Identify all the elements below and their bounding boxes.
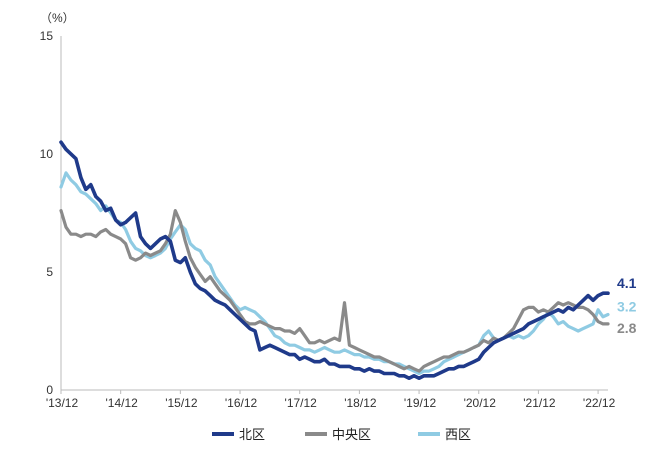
legend: 北区 中央区 西区 <box>212 428 471 443</box>
y-tick-label: 15 <box>40 29 54 43</box>
end-value-label: 3.2 <box>617 298 637 314</box>
series-line-1 <box>59 140 610 380</box>
x-tick-label: '16/12 <box>225 396 258 410</box>
x-axis-ticks: '13/12 '14/12 '15/12 '16/12 '17/12 '18/12 '19/… <box>46 390 616 410</box>
series-line-3 <box>59 171 610 376</box>
x-tick-label: '20/12 <box>464 396 497 410</box>
x-tick-label: '21/12 <box>523 396 556 410</box>
legend-label: 中央区 <box>332 428 371 443</box>
legend-label: 北区 <box>239 428 265 443</box>
y-tick-label: 0 <box>46 383 53 397</box>
y-axis-ticks: 0 5 10 15 <box>40 29 54 397</box>
end-value-label: 2.8 <box>617 320 637 336</box>
x-tick-label: '18/12 <box>344 396 377 410</box>
end-value-label: 4.1 <box>617 275 637 291</box>
x-tick-label: '19/12 <box>404 396 437 410</box>
x-tick-label: '14/12 <box>106 396 139 410</box>
series-lines <box>59 140 610 380</box>
x-tick-label: '13/12 <box>46 396 79 410</box>
x-tick-label: '17/12 <box>285 396 318 410</box>
end-value-labels: 4.1 2.8 3.2 <box>617 275 637 336</box>
x-tick-label: '22/12 <box>583 396 616 410</box>
y-tick-label: 10 <box>40 147 54 161</box>
series-line-2 <box>59 209 610 373</box>
x-tick-label: '15/12 <box>165 396 198 410</box>
y-axis-unit-label: （%） <box>40 11 75 25</box>
legend-label: 西区 <box>445 428 471 443</box>
y-tick-label: 5 <box>46 265 53 279</box>
